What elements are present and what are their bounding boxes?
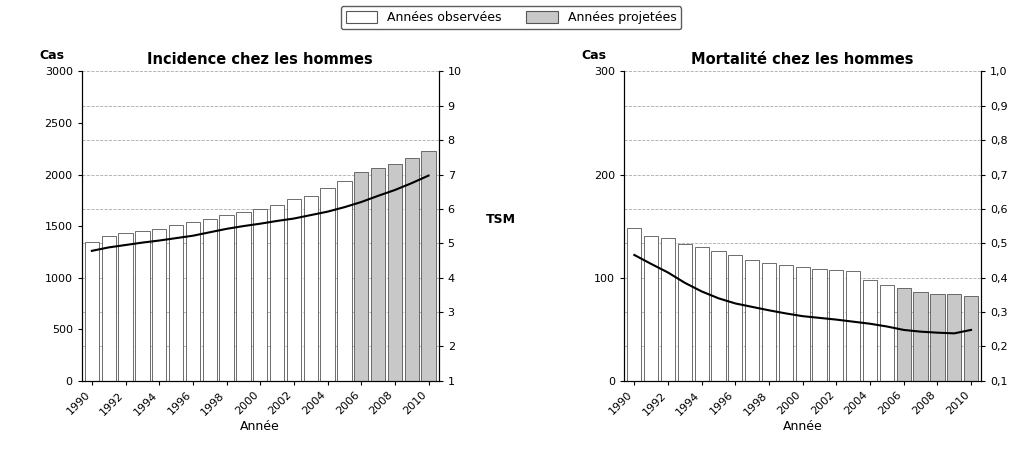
Bar: [135, 231, 149, 381]
Bar: [695, 247, 709, 381]
Bar: [914, 292, 928, 381]
Legend: Années observées, Années projetées: Années observées, Années projetées: [340, 6, 682, 29]
Title: Incidence chez les hommes: Incidence chez les hommes: [147, 52, 373, 68]
Bar: [119, 233, 133, 381]
X-axis label: Année: Année: [783, 420, 823, 433]
Bar: [354, 172, 368, 381]
Bar: [202, 219, 217, 381]
Bar: [661, 238, 676, 381]
Bar: [729, 255, 743, 381]
Bar: [896, 288, 911, 381]
Bar: [253, 208, 268, 381]
Bar: [405, 158, 419, 381]
Bar: [101, 237, 115, 381]
Title: Mortalité chez les hommes: Mortalité chez les hommes: [692, 52, 914, 68]
Bar: [644, 237, 658, 381]
X-axis label: Année: Année: [240, 420, 280, 433]
Bar: [829, 270, 843, 381]
Bar: [85, 242, 99, 381]
Bar: [947, 294, 962, 381]
Bar: [287, 199, 301, 381]
Bar: [880, 285, 894, 381]
Bar: [761, 263, 776, 381]
Text: Cas: Cas: [39, 49, 64, 62]
Bar: [711, 251, 726, 381]
Bar: [220, 215, 234, 381]
Bar: [387, 164, 402, 381]
Bar: [745, 260, 759, 381]
Bar: [320, 188, 334, 381]
Bar: [270, 206, 284, 381]
Bar: [169, 225, 183, 381]
Bar: [186, 222, 200, 381]
Bar: [964, 296, 978, 381]
Bar: [846, 271, 861, 381]
Bar: [812, 269, 827, 381]
Bar: [779, 265, 793, 381]
Bar: [421, 151, 435, 381]
Bar: [337, 181, 352, 381]
Bar: [795, 268, 809, 381]
Bar: [628, 228, 642, 381]
Bar: [371, 169, 385, 381]
Bar: [678, 244, 692, 381]
Bar: [930, 294, 944, 381]
Bar: [152, 229, 167, 381]
Bar: [863, 280, 877, 381]
Bar: [236, 212, 250, 381]
Y-axis label: TSM: TSM: [485, 213, 515, 226]
Bar: [304, 196, 318, 381]
Text: Cas: Cas: [582, 49, 606, 62]
